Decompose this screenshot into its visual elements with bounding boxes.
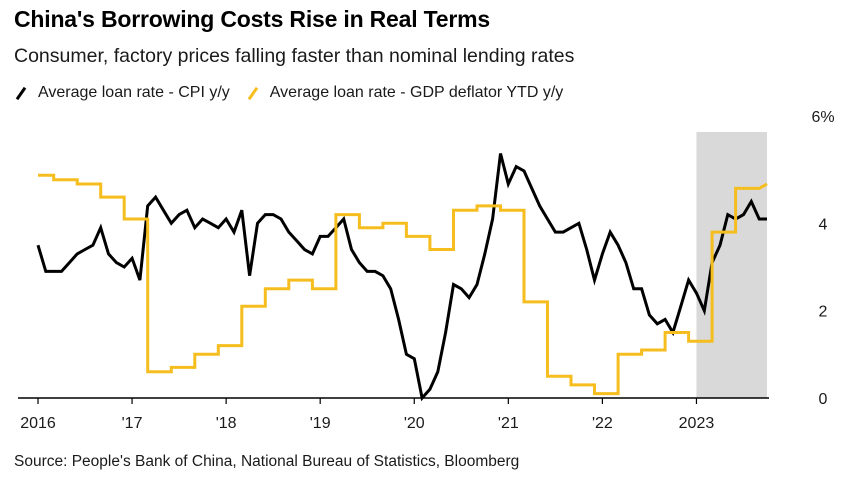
x-tick-label: '21 [498, 415, 519, 432]
shaded-region [696, 132, 767, 398]
chart-subtitle: Consumer, factory prices falling faster … [14, 45, 575, 67]
source-note: Source: People's Bank of China, National… [14, 453, 520, 470]
x-tick-label: '20 [404, 415, 425, 432]
x-tick-label: '17 [122, 415, 143, 432]
x-tick-label: 2016 [20, 415, 56, 432]
series-line-cpi [36, 153, 767, 402]
chart-legend: Average loan rate - CPI y/y Average loan… [14, 84, 579, 102]
y-tick-label: 2 [819, 304, 828, 321]
chart-title: China's Borrowing Costs Rise in Real Ter… [14, 6, 490, 32]
y-tick-label: 0 [819, 391, 828, 408]
y-tick-label: 6% [811, 109, 834, 126]
x-tick-label: 2023 [679, 415, 715, 432]
legend-label-gdp-deflator: Average loan rate - GDP deflator YTD y/y [269, 84, 564, 101]
series-line-gdp-deflator [38, 173, 768, 396]
x-tick-label: '18 [216, 415, 237, 432]
y-tick-label: 4 [819, 216, 828, 233]
legend-item-gdp-deflator: Average loan rate - GDP deflator YTD y/y [246, 84, 563, 102]
x-tick-label: '19 [310, 415, 331, 432]
x-tick-label: '22 [592, 415, 613, 432]
legend-item-cpi: Average loan rate - CPI y/y [14, 84, 230, 102]
legend-label-cpi: Average loan rate - CPI y/y [38, 84, 230, 101]
